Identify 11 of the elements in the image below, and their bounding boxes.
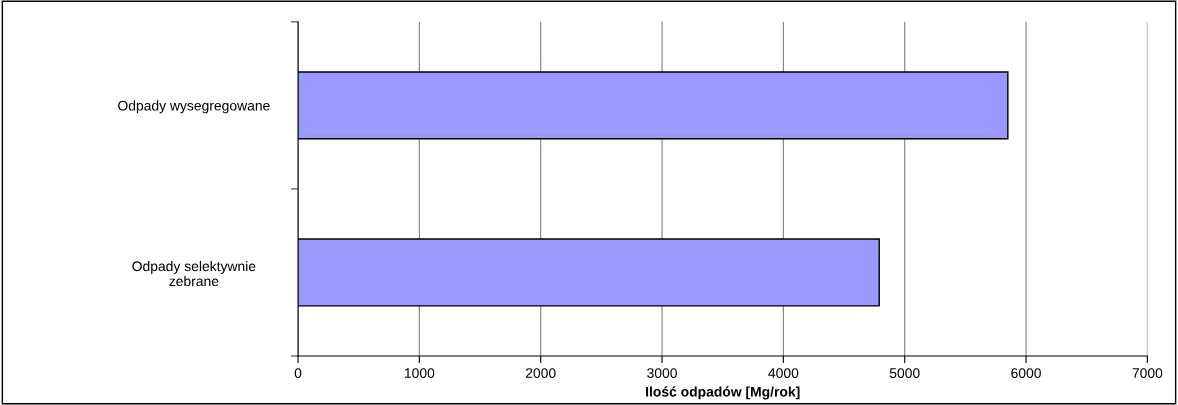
x-axis-title: Ilość odpadów [Mg/rok] [646, 386, 800, 400]
y-tick-label: Odpady selektywnie zebrane [132, 260, 256, 287]
x-tick-label: 7000 [1132, 368, 1163, 378]
x-tick-label: 0 [294, 368, 302, 378]
x-tick-label: 5000 [889, 368, 920, 378]
x-tick-label: 3000 [647, 368, 677, 378]
x-tick-label: 1000 [404, 368, 435, 378]
x-tick-label: 6000 [1011, 368, 1041, 378]
x-tick-label: 2000 [525, 368, 556, 378]
x-tick-label: 4000 [768, 368, 799, 378]
y-tick-label: Odpady wysegregowane [118, 100, 270, 114]
